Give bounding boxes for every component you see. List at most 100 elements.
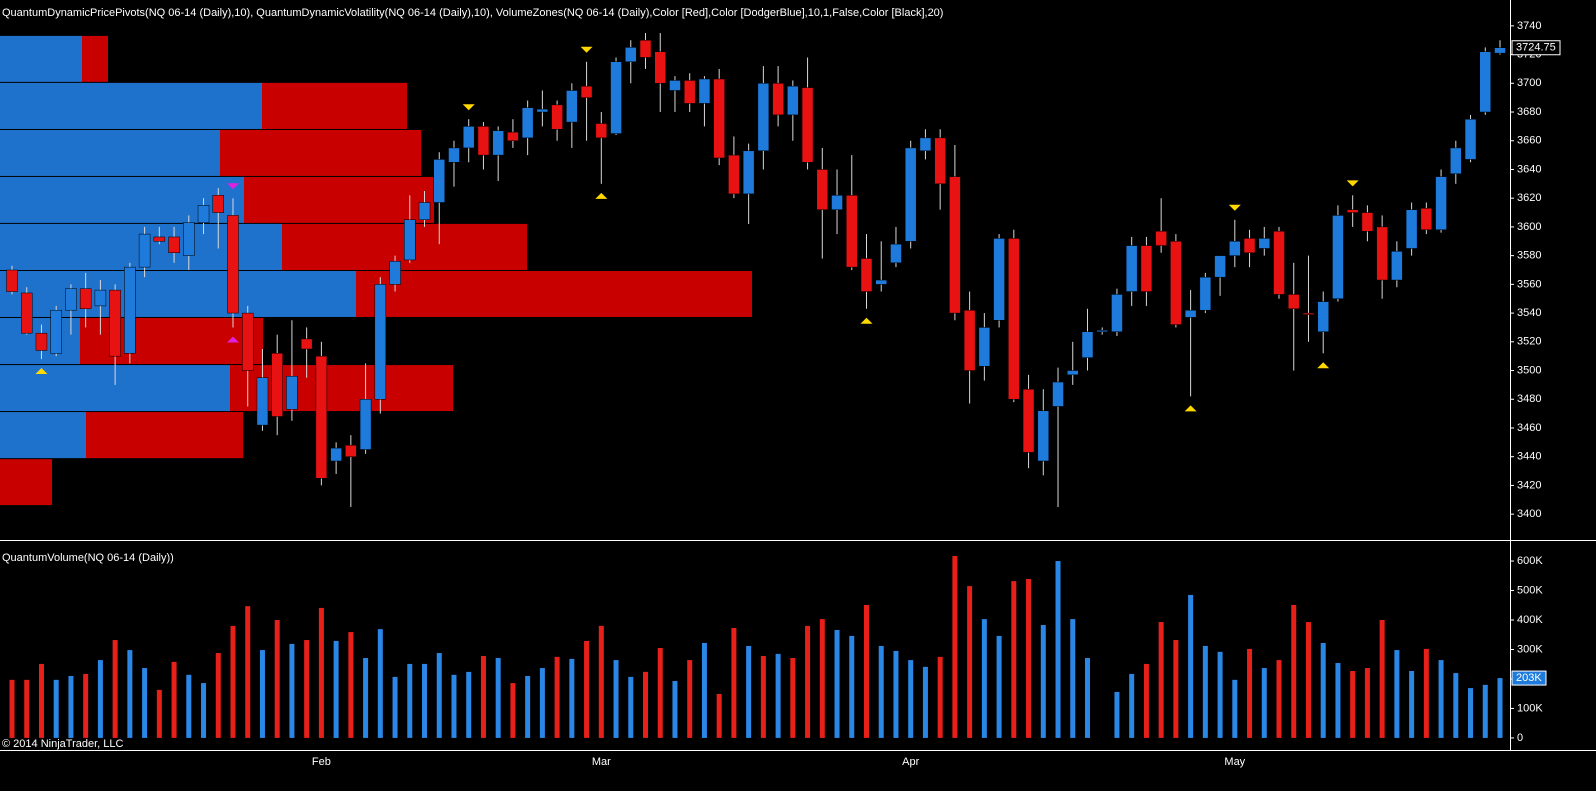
candle-body xyxy=(787,85,799,116)
candle-body xyxy=(757,83,770,152)
y-tick-label: 3440 xyxy=(1517,451,1541,463)
volume-bar xyxy=(1423,648,1429,738)
volume-bar xyxy=(377,629,383,738)
y-tick-label: 100K xyxy=(1517,702,1543,714)
candle-body xyxy=(1199,276,1212,311)
candle-body xyxy=(639,39,652,58)
zone-down xyxy=(356,271,752,317)
pivot-high xyxy=(1228,204,1241,211)
volume-bar xyxy=(97,660,103,738)
y-tick-label: 3600 xyxy=(1517,221,1541,233)
candle-body xyxy=(1494,47,1506,54)
y-tick-label: 300K xyxy=(1517,643,1543,655)
volume-bar xyxy=(819,619,825,738)
volume-bar xyxy=(937,656,943,738)
candle-body xyxy=(1376,226,1388,281)
candle-body xyxy=(1243,238,1256,254)
candle-body xyxy=(1479,51,1492,113)
volume-bar xyxy=(333,640,339,738)
volume-bar xyxy=(1129,673,1135,738)
pivot-high xyxy=(1346,180,1359,187)
candle-body xyxy=(79,288,92,310)
volume-bar xyxy=(289,643,295,738)
volume-bar xyxy=(805,625,811,738)
candle-body xyxy=(654,51,666,84)
pivot-high xyxy=(226,183,239,190)
volume-bar xyxy=(127,650,133,738)
volume-bar xyxy=(1143,663,1149,738)
volume-bar xyxy=(981,619,987,738)
candle-body xyxy=(993,238,1005,321)
volume-bar xyxy=(996,635,1002,738)
volume-bar xyxy=(230,625,236,738)
volume-bar xyxy=(495,658,501,738)
volume-bar xyxy=(922,666,928,738)
y-tick-label: 3740 xyxy=(1517,20,1541,32)
x-tick-label: May xyxy=(1224,756,1245,768)
candle-body xyxy=(1067,370,1079,376)
candle-body xyxy=(698,78,711,104)
candle-body xyxy=(1229,241,1241,256)
candle-body xyxy=(1391,251,1403,281)
x-tick-label: Mar xyxy=(592,756,611,768)
volume-bar xyxy=(259,650,265,738)
candle-body xyxy=(919,137,932,152)
candle-body xyxy=(934,137,946,185)
y-tick-label: 600K xyxy=(1517,555,1543,567)
volume-bar xyxy=(83,673,89,738)
candle-body xyxy=(286,376,298,410)
volume-bar xyxy=(1291,604,1297,738)
candle-body xyxy=(610,61,622,134)
volume-bar xyxy=(215,653,221,738)
candle-body xyxy=(1081,331,1094,358)
last-price-box xyxy=(1511,40,1561,56)
candle-body xyxy=(94,289,107,307)
volume-bar xyxy=(834,630,840,738)
candle-body xyxy=(1096,330,1108,333)
volume-bar xyxy=(53,679,59,738)
y-tick-label: 3580 xyxy=(1517,250,1541,262)
candle-body xyxy=(625,47,637,63)
volume-bar xyxy=(1040,625,1046,738)
candle-body xyxy=(477,126,490,156)
y-tick-label: 3500 xyxy=(1517,364,1541,376)
y-tick-label: 3460 xyxy=(1517,422,1541,434)
volume-bar xyxy=(790,658,796,738)
last-price-label: 3724.75 xyxy=(1516,42,1556,54)
candle-body xyxy=(580,85,593,98)
y-tick-label: 3480 xyxy=(1517,393,1541,405)
volume-bar xyxy=(1055,561,1061,738)
candle-body xyxy=(389,261,401,285)
y-tick-label: 3680 xyxy=(1517,106,1541,118)
volume-bar xyxy=(863,604,869,738)
candle-body xyxy=(109,289,121,357)
candle-body xyxy=(271,353,283,417)
candle-body xyxy=(551,104,563,130)
volume-bar xyxy=(525,676,531,738)
volume-bar xyxy=(480,655,486,738)
volume-bar xyxy=(760,655,766,738)
volume-bar xyxy=(171,661,177,738)
candle-body xyxy=(404,219,416,261)
pivot-high xyxy=(462,104,475,111)
candle-body xyxy=(1214,255,1226,278)
y-tick-label: 400K xyxy=(1517,614,1543,626)
volume-bar xyxy=(584,640,590,738)
volume-bar xyxy=(1026,579,1032,738)
volume-bar xyxy=(1276,660,1282,738)
volume-bar xyxy=(245,606,251,738)
candle-body xyxy=(1332,215,1344,299)
volume-bar xyxy=(466,671,472,738)
candle-body xyxy=(1037,410,1050,462)
volume-bar xyxy=(539,668,545,738)
candle-body xyxy=(433,159,445,203)
candle-body xyxy=(359,399,372,450)
candle-body xyxy=(1008,238,1020,400)
volume-bar xyxy=(613,660,619,738)
pivot-low xyxy=(35,368,48,375)
zone-down xyxy=(0,459,52,506)
zone-down xyxy=(262,82,407,129)
y-tick-label: 3640 xyxy=(1517,163,1541,175)
y-tick-label: 3520 xyxy=(1517,336,1541,348)
